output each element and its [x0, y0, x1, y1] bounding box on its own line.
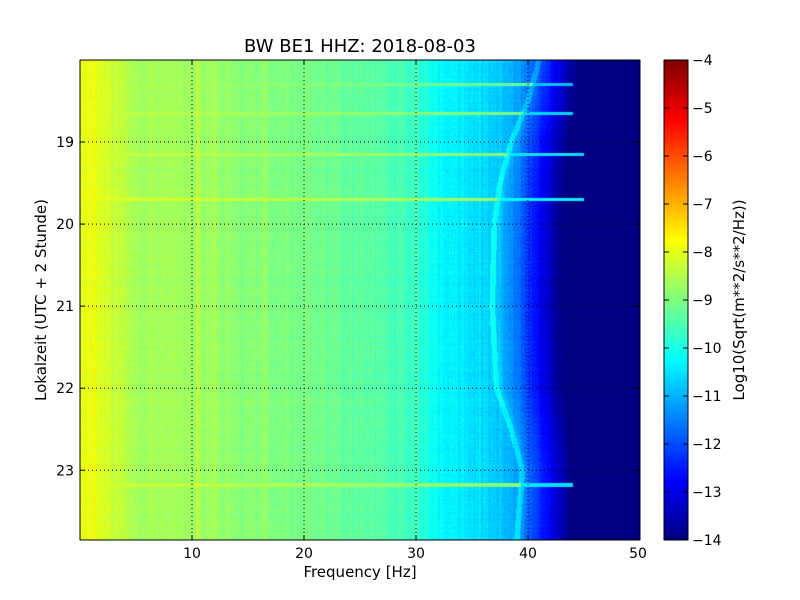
x-axis: 10 20 30 40 50	[183, 60, 647, 562]
x-axis-label: Frequency [Hz]	[303, 563, 416, 581]
grid-lines	[80, 60, 640, 540]
x-tick-label: 30	[407, 546, 425, 562]
y-tick-label: 21	[56, 299, 74, 315]
y-axis: 19 20 21 22 23	[56, 135, 640, 479]
colorbar-tick-label: −13	[692, 485, 722, 501]
colorbar-label: Log10(Sqrt(m**2/s**2/Hz))	[730, 199, 748, 400]
x-tick-label: 50	[629, 546, 647, 562]
colorbar-tick-label: −4	[692, 53, 713, 69]
chart-title: BW BE1 HHZ: 2018-08-03	[244, 36, 476, 57]
spectrogram-image-holder	[80, 60, 640, 540]
spectrogram-heatmap	[80, 60, 640, 540]
y-tick-label: 20	[56, 217, 74, 233]
colorbar-tick-label: −8	[692, 245, 713, 261]
colorbar-tick-label: −5	[692, 101, 713, 117]
colorbar: −4 −5 −6 −7 −8 −9 −10 −11 −12 −13 −14 Log10(Sqrt(m…	[663, 53, 748, 549]
x-tick-label: 20	[295, 546, 313, 562]
colorbar-tick-label: −10	[692, 341, 722, 357]
colorbar-tick-label: −12	[692, 437, 722, 453]
colorbar-tick-label: −11	[692, 389, 722, 405]
colorbar-tick-label: −14	[692, 533, 722, 549]
colorbar-ticks: −4 −5 −6 −7 −8 −9 −10 −11 −12 −13 −14	[664, 53, 722, 549]
colorbar-tick-label: −9	[692, 293, 713, 309]
spectrogram-plot-area	[79, 59, 641, 541]
y-tick-label: 22	[56, 381, 74, 397]
colorbar-tick-label: −7	[692, 197, 713, 213]
y-tick-label: 19	[56, 135, 74, 151]
y-axis-label: Lokalzeit (UTC + 2 Stunde)	[32, 199, 50, 401]
x-tick-label: 10	[183, 546, 201, 562]
y-tick-label: 23	[56, 463, 74, 479]
colorbar-tick-label: −6	[692, 149, 713, 165]
plot-frame	[79, 59, 641, 541]
x-tick-label: 40	[519, 546, 537, 562]
